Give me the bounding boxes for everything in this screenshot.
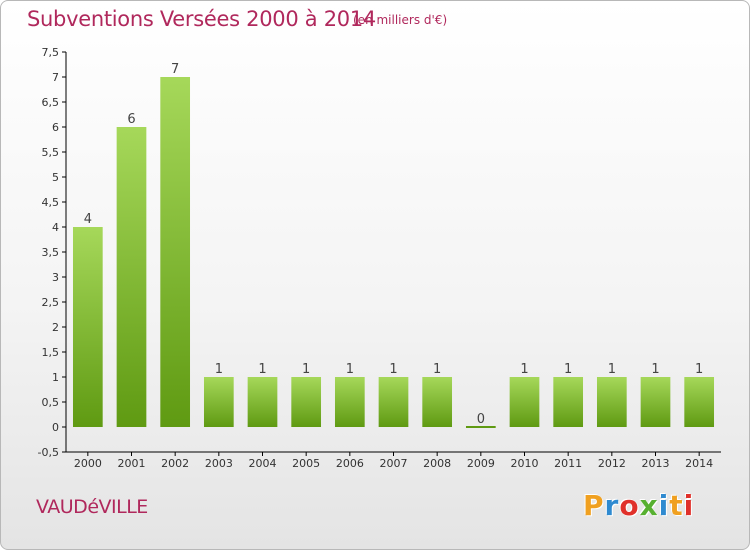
logo-letter: i — [658, 489, 670, 522]
x-tick-label: 2009 — [467, 457, 495, 470]
bar-value-label: 1 — [389, 362, 397, 377]
x-tick-label: 2005 — [292, 457, 320, 470]
y-tick-label: 4 — [52, 221, 59, 234]
bar — [160, 77, 191, 427]
x-tick-label: 2011 — [554, 457, 582, 470]
x-tick-label: 2003 — [205, 457, 233, 470]
y-tick-label: 3,5 — [42, 246, 60, 259]
bar-value-label: 1 — [564, 362, 572, 377]
chart-title: Subventions Versées 2000 à 2014 — [27, 7, 376, 31]
bar-value-label: 1 — [433, 362, 441, 377]
proxiti-logo[interactable]: Proxiti — [583, 489, 694, 522]
bar — [684, 377, 715, 427]
bar-value-label: 1 — [651, 362, 659, 377]
bar — [465, 426, 496, 428]
y-tick-label: 6 — [52, 121, 59, 134]
bar-value-label: 4 — [84, 212, 92, 227]
bar-value-label: 1 — [695, 362, 703, 377]
bar-value-label: 1 — [346, 362, 354, 377]
logo-letter: P — [583, 489, 605, 522]
commune-name: VAUDéVILLE — [36, 496, 148, 518]
bar — [553, 377, 584, 427]
x-tick-label: 2012 — [598, 457, 626, 470]
bar — [291, 377, 322, 427]
bar — [247, 377, 278, 427]
bar-value-label: 1 — [258, 362, 266, 377]
bar — [422, 377, 453, 427]
x-tick-label: 2007 — [380, 457, 408, 470]
bar — [596, 377, 627, 427]
chart-subtitle: (en milliers d'€) — [353, 13, 448, 27]
bar-value-label: 6 — [127, 112, 135, 127]
bar — [509, 377, 540, 427]
bar — [334, 377, 365, 427]
bar — [116, 127, 147, 427]
bar — [72, 227, 103, 427]
y-tick-label: 5 — [52, 171, 59, 184]
x-tick-label: 2004 — [249, 457, 277, 470]
x-tick-label: 2000 — [74, 457, 102, 470]
y-tick-label: 4,5 — [42, 196, 60, 209]
bar-value-label: 7 — [171, 62, 179, 77]
y-tick-label: 7,5 — [42, 46, 60, 59]
bar — [640, 377, 671, 427]
bar-value-label: 0 — [477, 412, 485, 427]
x-tick-label: 2013 — [642, 457, 670, 470]
y-tick-label: 1 — [52, 371, 59, 384]
logo-letter: o — [619, 489, 640, 522]
y-tick-label: 0,5 — [42, 396, 60, 409]
y-tick-label: 1,5 — [42, 346, 60, 359]
logo-letter: i — [683, 489, 695, 522]
x-tick-label: 2008 — [423, 457, 451, 470]
bar-value-label: 1 — [608, 362, 616, 377]
bar-value-label: 1 — [520, 362, 528, 377]
y-tick-label: 2 — [52, 321, 59, 334]
x-tick-label: 2014 — [685, 457, 713, 470]
y-tick-label: 7 — [52, 71, 59, 84]
y-axis: -0,5 0 0,5 1 1,5 2 2,5 3 3,5 4 4,5 5 5,5 6 6,5 7 7,5 — [38, 46, 67, 459]
y-tick-label: 5,5 — [42, 146, 60, 159]
y-tick-label: 0 — [52, 421, 59, 434]
y-tick-label: 2,5 — [42, 296, 60, 309]
bar-value-label: 1 — [302, 362, 310, 377]
logo-letter: r — [604, 489, 620, 522]
y-tick-label: 3 — [52, 271, 59, 284]
x-axis: 2000 2001 2002 2003 2004 2005 2006 2007 2008 2009… — [66, 451, 721, 470]
x-tick-label: 2002 — [161, 457, 189, 470]
logo-letter: t — [669, 489, 684, 522]
bar — [378, 377, 409, 427]
y-tick-label: 6,5 — [42, 96, 60, 109]
bar — [203, 377, 234, 427]
x-tick-label: 2006 — [336, 457, 364, 470]
x-tick-label: 2010 — [511, 457, 539, 470]
x-tick-label: 2001 — [118, 457, 146, 470]
logo-letter: x — [639, 489, 659, 522]
bars: 4 6 7 1 1 1 1 1 1 0 1 1 1 1 1 — [72, 62, 715, 428]
y-tick-label: -0,5 — [38, 446, 59, 459]
bar-value-label: 1 — [215, 362, 223, 377]
